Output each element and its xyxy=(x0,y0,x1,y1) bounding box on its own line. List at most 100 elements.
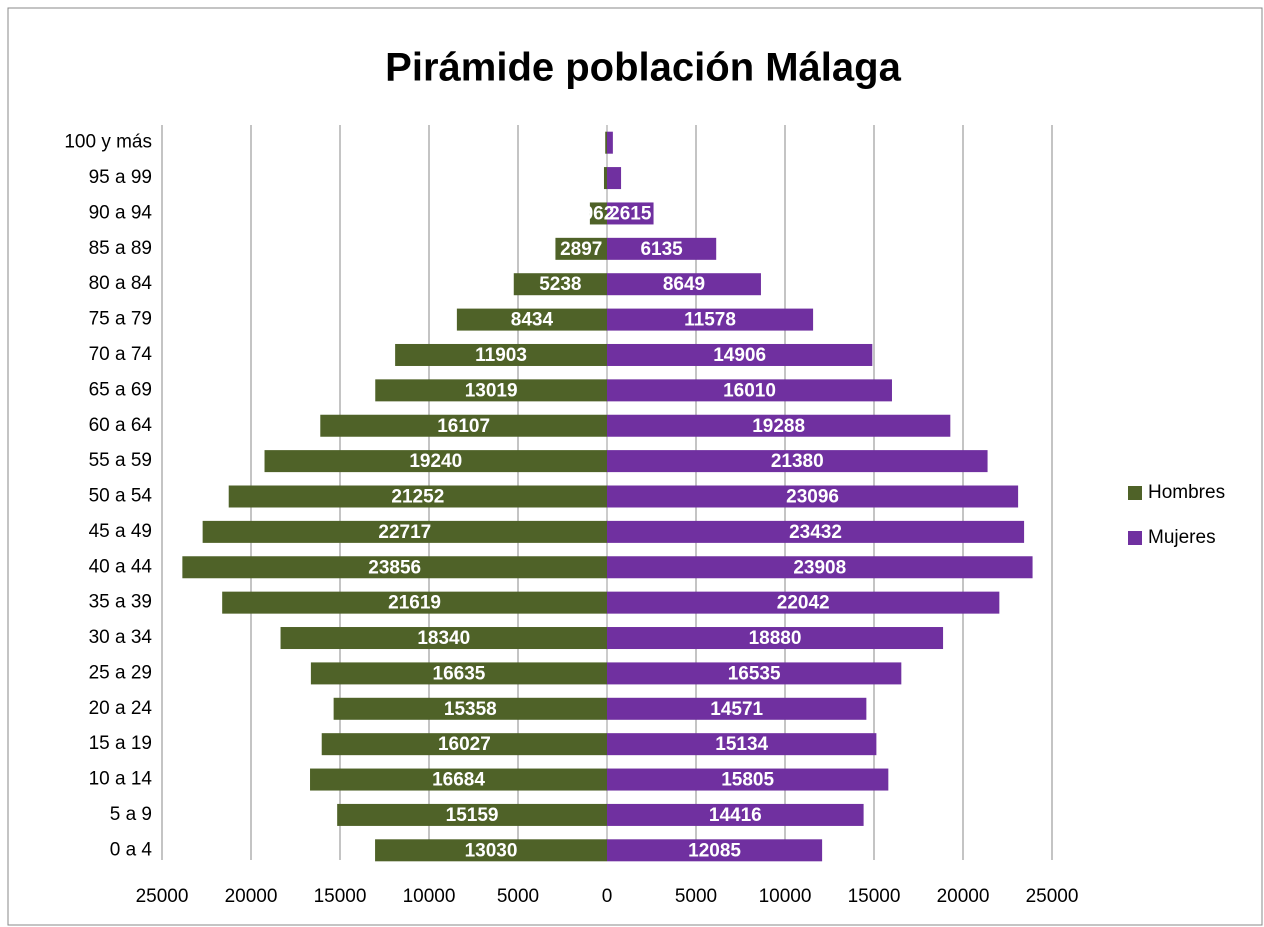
bar xyxy=(607,167,622,190)
bar xyxy=(607,591,1000,614)
bar xyxy=(320,414,607,437)
x-tick-label: 10000 xyxy=(759,886,812,907)
y-tick-label: 70 a 74 xyxy=(89,344,153,365)
legend-swatch xyxy=(1128,531,1142,545)
data-label: 13019 xyxy=(465,380,518,401)
x-tick-label: 25000 xyxy=(136,886,189,907)
data-label: 14906 xyxy=(713,345,766,366)
bar xyxy=(456,308,607,331)
data-label: 8434 xyxy=(511,310,554,331)
legend-label: Mujeres xyxy=(1148,527,1216,548)
data-label: 18880 xyxy=(749,628,802,649)
legend-label: Hombres xyxy=(1148,482,1225,503)
data-label: 6135 xyxy=(640,239,683,260)
data-label: 22042 xyxy=(777,593,830,614)
bar xyxy=(607,556,1033,579)
bar xyxy=(264,450,607,473)
bar xyxy=(607,308,814,331)
y-tick-label: 100 y más xyxy=(64,132,152,153)
y-tick-label: 45 a 49 xyxy=(89,521,152,542)
y-tick-label: 90 a 94 xyxy=(89,202,153,223)
y-tick-label: 75 a 79 xyxy=(89,309,152,330)
bar xyxy=(607,343,873,366)
y-tick-label: 95 a 99 xyxy=(89,167,152,188)
x-tick-label: 5000 xyxy=(497,886,539,907)
x-tick-label: 20000 xyxy=(937,886,990,907)
data-label: 23096 xyxy=(786,487,839,508)
bar xyxy=(182,556,607,579)
bar xyxy=(333,697,607,720)
y-tick-label: 15 a 19 xyxy=(89,733,152,754)
x-tick-label: 10000 xyxy=(403,886,456,907)
y-tick-label: 35 a 39 xyxy=(89,592,152,613)
x-tick-label: 25000 xyxy=(1026,886,1079,907)
bar xyxy=(607,202,654,225)
bar xyxy=(555,237,607,260)
data-label: 16684 xyxy=(432,770,485,791)
data-label: 11903 xyxy=(475,345,527,366)
data-label: 15358 xyxy=(444,699,497,720)
data-label: 15159 xyxy=(446,805,499,826)
bar xyxy=(607,768,889,791)
x-tick-label: 5000 xyxy=(675,886,717,907)
data-label: 16635 xyxy=(433,663,486,684)
data-label: 13030 xyxy=(465,840,518,861)
data-label: 16107 xyxy=(437,416,490,437)
bar xyxy=(280,627,607,650)
bar xyxy=(607,803,864,826)
data-label: 11578 xyxy=(684,310,736,331)
x-tick-label: 15000 xyxy=(314,886,367,907)
data-label: 19288 xyxy=(752,416,805,437)
bar xyxy=(607,273,761,296)
data-label: 16010 xyxy=(723,380,776,401)
y-tick-label: 60 a 64 xyxy=(89,415,153,436)
data-label: 5238 xyxy=(539,274,581,295)
x-tick-label: 15000 xyxy=(848,886,901,907)
data-label: 14571 xyxy=(710,699,763,720)
data-label: 2897 xyxy=(560,239,602,260)
data-label: 8649 xyxy=(663,274,705,295)
data-label: 15805 xyxy=(721,770,774,791)
bar xyxy=(321,733,607,756)
data-label: 23432 xyxy=(789,522,842,543)
bar xyxy=(607,450,988,473)
bar xyxy=(607,131,613,154)
bar xyxy=(607,733,877,756)
bar xyxy=(222,591,607,614)
y-tick-label: 85 a 89 xyxy=(89,238,152,259)
data-label: 21619 xyxy=(388,593,441,614)
y-tick-label: 80 a 84 xyxy=(89,273,153,294)
bar xyxy=(607,379,892,402)
y-tick-label: 25 a 29 xyxy=(89,662,152,683)
bar xyxy=(607,697,867,720)
bar xyxy=(310,768,607,791)
data-label: 16535 xyxy=(728,663,781,684)
bar xyxy=(607,237,717,260)
bar xyxy=(310,662,607,685)
y-tick-label: 20 a 24 xyxy=(89,698,153,719)
data-label: 962 xyxy=(583,203,615,224)
bar xyxy=(605,131,607,154)
data-label: 15134 xyxy=(715,734,768,755)
data-label: 22717 xyxy=(378,522,431,543)
bar xyxy=(375,379,607,402)
y-tick-label: 40 a 44 xyxy=(89,556,153,577)
y-tick-label: 50 a 54 xyxy=(89,486,153,507)
bar xyxy=(607,627,944,650)
bar xyxy=(228,485,607,508)
bar xyxy=(375,839,607,862)
bar xyxy=(607,485,1019,508)
data-label: 18340 xyxy=(417,628,470,649)
data-label: 21380 xyxy=(771,451,824,472)
y-tick-label: 65 a 69 xyxy=(89,379,152,400)
x-tick-label: 0 xyxy=(602,886,613,907)
y-tick-label: 55 a 59 xyxy=(89,450,152,471)
x-tick-label: 20000 xyxy=(225,886,278,907)
data-label: 23856 xyxy=(368,557,421,578)
data-label: 2615 xyxy=(609,203,652,224)
bar xyxy=(603,167,607,190)
legend-swatch xyxy=(1128,486,1142,500)
bar xyxy=(607,662,902,685)
data-label: 23908 xyxy=(793,557,846,578)
